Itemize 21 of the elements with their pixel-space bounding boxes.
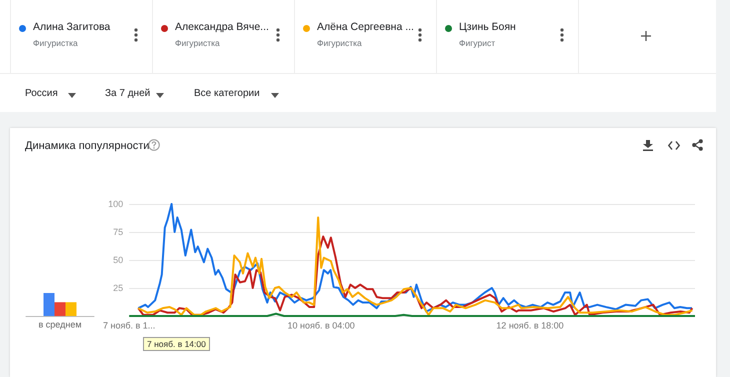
- y-tick-label: 50: [113, 255, 124, 265]
- text: Фигуристка: [175, 38, 220, 48]
- text: 7 нояб. в 14:00: [143, 337, 210, 351]
- text: Фигурист: [459, 38, 496, 48]
- text: Россия: [25, 88, 58, 99]
- x-tick-label: 10 нояб. в 04:00: [287, 320, 355, 330]
- text: Фигуристка: [33, 38, 78, 48]
- y-tick-label: 75: [113, 227, 124, 237]
- legend-label: Алёна Сергеевна ...: [317, 21, 414, 33]
- text: За 7 дней: [105, 88, 150, 99]
- y-tick-label: 100: [108, 199, 124, 209]
- text: Фигуристка: [317, 38, 362, 48]
- legend-label: Цзинь Боян: [459, 21, 516, 33]
- y-tick-label: 25: [113, 283, 124, 293]
- x-tick-label: 7 нояб. в 1...: [102, 320, 156, 330]
- legend-label: Александра Вяче...: [175, 21, 269, 33]
- x-tick-label: 12 нояб. в 18:00: [496, 320, 564, 330]
- text: Все категории: [194, 88, 260, 99]
- x-tick-label: в среднем: [38, 320, 82, 330]
- legend-label: Алина Загитова: [33, 21, 110, 33]
- chart-title: Динамика популярности: [25, 140, 150, 152]
